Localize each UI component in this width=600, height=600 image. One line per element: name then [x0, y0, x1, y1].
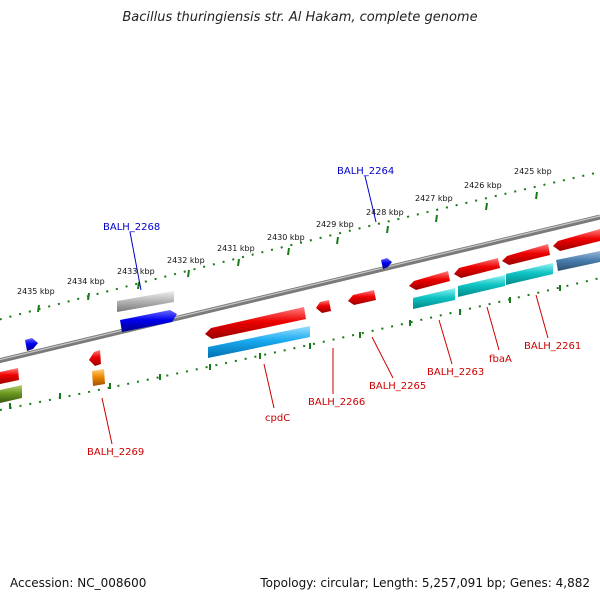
cds-feature-reverse: [0, 368, 19, 384]
cds-feature-forward: [25, 338, 38, 351]
gene-labels: BALH_2264 BALH_2268 cpdC BALH_2266 BALH_…: [87, 166, 581, 458]
leader-line: [263, 363, 275, 409]
leader-line: [101, 397, 113, 445]
reverse-strand-features: [0, 229, 600, 403]
tick-label: 2432 kbp: [167, 256, 205, 265]
leader-line: [364, 175, 377, 223]
outer-tick-ring: [0, 171, 600, 321]
cds-feature-reverse: [89, 350, 101, 366]
outer-major-tick: [87, 292, 90, 301]
tick-label: 2428 kbp: [366, 208, 404, 217]
outer-major-tick: [435, 214, 438, 223]
cds-feature-forward: [381, 258, 392, 269]
outer-ring-line: [0, 171, 600, 321]
inner-tick-ring: [0, 277, 600, 412]
gene-label: BALH_2266: [308, 397, 365, 408]
gene-label: BALH_2263: [427, 367, 484, 378]
tick-label: 2435 kbp: [17, 287, 55, 296]
gene-feature-reverse: [458, 275, 505, 297]
cds-feature-reverse: [409, 271, 450, 290]
outer-major-tick: [535, 191, 538, 200]
outer-major-tick: [237, 258, 240, 267]
leader-line: [486, 306, 500, 351]
genome-backbone-highlight: [0, 215, 600, 361]
gene-label: BALH_2264: [337, 166, 394, 177]
gene-feature: [92, 369, 105, 386]
map-title: Bacillus thuringiensis str. Al Hakam, co…: [122, 10, 478, 25]
tick-label: 2427 kbp: [415, 194, 453, 203]
gene-label: fbaA: [489, 354, 512, 365]
outer-major-tick: [386, 225, 389, 234]
tick-label: 2426 kbp: [464, 181, 502, 190]
label-leader-lines: [101, 175, 549, 445]
tick-labels: 2425 kbp 2426 kbp 2427 kbp 2428 kbp 2429…: [17, 167, 552, 296]
tick-label: 2425 kbp: [514, 167, 552, 176]
gene-label: BALH_2268: [103, 222, 160, 233]
gene-feature-reverse: [208, 326, 310, 358]
leader-line: [535, 294, 549, 339]
outer-major-tick: [485, 202, 488, 211]
outer-major-tick: [187, 269, 190, 278]
forward-strand-features: [25, 251, 600, 351]
outer-major-tick: [37, 304, 40, 313]
cds-feature-reverse: [502, 244, 550, 265]
leader-line: [371, 336, 394, 379]
pseudo-gene-feature: [117, 291, 174, 312]
tick-label: 2434 kbp: [67, 277, 105, 286]
gene-feature: [556, 251, 600, 271]
tick-label: 2430 kbp: [267, 233, 305, 242]
topology-text: Topology: circular; Length: 5,257,091 bp…: [260, 576, 590, 590]
cds-feature-reverse: [348, 290, 376, 305]
accession-text: Accession: NC_008600: [10, 576, 147, 590]
outer-major-tick: [336, 236, 339, 245]
cds-feature-reverse: [553, 229, 600, 251]
outer-major-tick: [287, 247, 290, 256]
genome-backbone: [0, 214, 600, 364]
gene-feature-reverse: [413, 288, 455, 309]
gene-label: BALH_2269: [87, 447, 144, 458]
leader-line: [129, 231, 142, 291]
tick-label: 2431 kbp: [217, 244, 255, 253]
gene-label: cpdC: [265, 413, 290, 424]
leader-line: [438, 319, 453, 365]
cds-feature-reverse: [454, 258, 500, 278]
outer-major-tick: [137, 281, 140, 290]
gene-feature: [0, 385, 22, 403]
cds-feature-forward: [120, 310, 177, 332]
gene-feature-reverse: [506, 263, 553, 285]
cds-feature-reverse: [205, 307, 306, 339]
gene-label: BALH_2261: [524, 341, 581, 352]
gene-label: BALH_2265: [369, 381, 426, 392]
cds-feature-reverse: [316, 300, 331, 313]
tick-label: 2433 kbp: [117, 267, 155, 276]
tick-label: 2429 kbp: [316, 220, 354, 229]
